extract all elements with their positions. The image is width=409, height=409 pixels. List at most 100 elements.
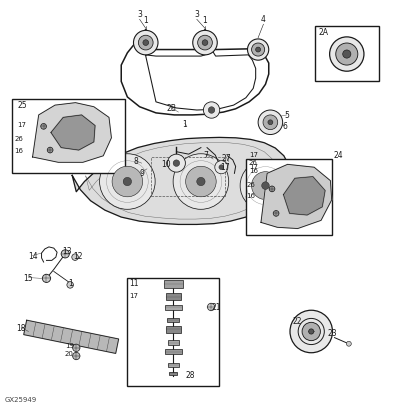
Circle shape [173, 160, 179, 167]
Bar [245, 160, 331, 235]
Circle shape [240, 161, 290, 211]
Circle shape [133, 31, 157, 56]
Text: 5: 5 [283, 111, 288, 120]
Bar [151, 157, 224, 196]
Text: 23: 23 [327, 328, 337, 337]
Circle shape [72, 353, 80, 360]
Circle shape [207, 303, 214, 311]
Text: 27: 27 [221, 153, 231, 162]
Circle shape [185, 167, 216, 197]
Bar [165, 349, 181, 355]
Text: 8: 8 [133, 157, 137, 166]
Circle shape [47, 148, 53, 153]
Circle shape [272, 211, 278, 217]
Circle shape [329, 38, 363, 72]
Text: 17: 17 [17, 122, 26, 128]
Circle shape [247, 40, 268, 61]
Text: 16: 16 [246, 193, 255, 198]
Polygon shape [283, 177, 324, 216]
Text: 26: 26 [248, 160, 257, 166]
Text: 26: 26 [14, 135, 23, 142]
Text: 1: 1 [143, 16, 148, 25]
Text: 25: 25 [17, 101, 27, 110]
Circle shape [255, 48, 260, 53]
Circle shape [268, 187, 274, 192]
Circle shape [218, 165, 223, 170]
Circle shape [72, 344, 80, 352]
Circle shape [267, 121, 272, 126]
Circle shape [251, 44, 264, 57]
Text: 17: 17 [249, 164, 258, 170]
Text: 4: 4 [261, 15, 265, 24]
Circle shape [192, 31, 217, 56]
Text: 2B: 2B [166, 104, 176, 113]
Text: 1: 1 [202, 16, 207, 25]
Text: 22: 22 [292, 316, 301, 325]
Circle shape [99, 154, 155, 210]
Text: 3: 3 [137, 10, 142, 19]
Circle shape [308, 329, 313, 334]
Text: 10: 10 [161, 159, 171, 168]
Polygon shape [32, 103, 111, 163]
Text: GX25949: GX25949 [5, 396, 37, 402]
Polygon shape [24, 320, 118, 353]
Polygon shape [72, 138, 289, 225]
Text: 19: 19 [65, 342, 74, 348]
Text: 9: 9 [139, 168, 144, 177]
Text: 6: 6 [281, 121, 286, 130]
Circle shape [67, 282, 73, 288]
Circle shape [251, 172, 279, 200]
Bar [167, 318, 179, 323]
Circle shape [203, 103, 219, 119]
Bar [169, 372, 177, 375]
Circle shape [208, 108, 214, 114]
Circle shape [346, 342, 351, 346]
Circle shape [173, 154, 228, 210]
Text: 18: 18 [16, 323, 26, 332]
Bar [164, 305, 182, 310]
Text: 15: 15 [24, 273, 33, 282]
Text: 24: 24 [333, 151, 342, 160]
Circle shape [289, 310, 332, 353]
Text: 21: 21 [211, 303, 220, 312]
Text: 16: 16 [14, 148, 23, 154]
Text: 1: 1 [68, 278, 73, 287]
Polygon shape [261, 165, 331, 229]
Circle shape [258, 111, 282, 135]
Circle shape [112, 167, 142, 197]
Circle shape [72, 254, 78, 261]
Circle shape [197, 36, 212, 51]
Bar [315, 27, 378, 82]
Bar [127, 278, 219, 386]
Circle shape [143, 40, 148, 46]
Text: 2A: 2A [318, 27, 328, 36]
Text: 17: 17 [129, 292, 138, 299]
Circle shape [138, 36, 153, 51]
Polygon shape [51, 116, 95, 151]
Text: 14: 14 [28, 252, 37, 261]
Text: 13: 13 [62, 246, 72, 255]
Text: 20: 20 [65, 350, 74, 356]
Circle shape [196, 178, 204, 186]
Circle shape [40, 124, 46, 130]
Bar [167, 340, 179, 345]
Circle shape [263, 116, 277, 130]
Circle shape [167, 155, 185, 173]
Bar [12, 100, 124, 174]
Bar [168, 363, 178, 367]
Bar [166, 326, 180, 333]
Circle shape [42, 274, 50, 283]
Circle shape [342, 51, 350, 59]
Circle shape [202, 40, 207, 46]
Text: 12: 12 [72, 252, 82, 261]
Text: 1: 1 [182, 119, 187, 128]
Bar [166, 294, 180, 300]
Text: 3: 3 [194, 10, 199, 19]
Bar [163, 281, 183, 288]
Circle shape [261, 182, 269, 190]
Text: 11: 11 [129, 278, 139, 287]
Text: 16: 16 [248, 168, 257, 174]
Circle shape [301, 323, 319, 341]
Circle shape [61, 250, 69, 258]
Text: 7: 7 [203, 150, 208, 159]
